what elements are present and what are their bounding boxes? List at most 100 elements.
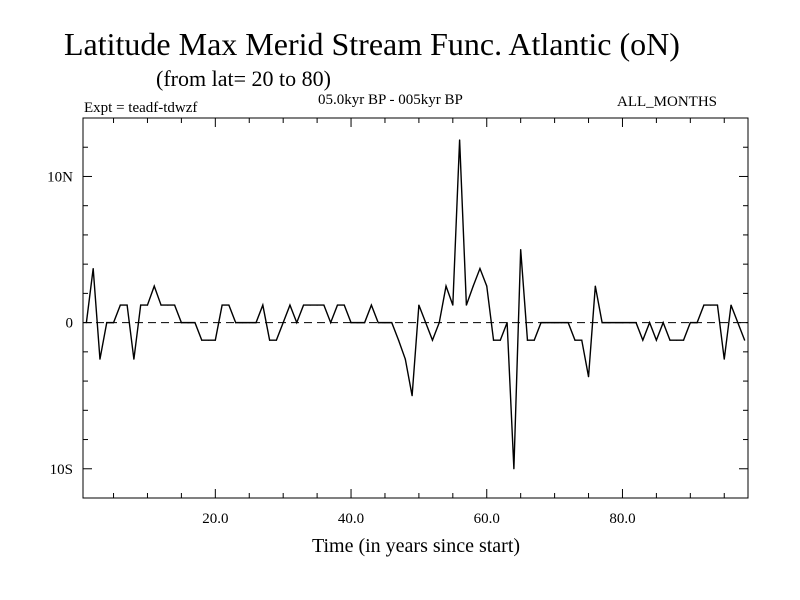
data-point [459,139,461,141]
data-point [255,322,257,324]
data-point [716,304,719,306]
experiment-label: Expt = teadf-tdwzf [84,100,198,116]
series-line [85,139,746,469]
data-point [649,322,651,324]
data-point [628,322,630,324]
data-point [343,304,345,306]
data-point [533,339,535,341]
data-point [336,304,339,306]
series-points [85,139,746,470]
data-point [730,304,732,306]
data-point [703,304,705,306]
data-point [106,322,108,324]
data-point [391,322,393,324]
data-point [472,285,474,287]
data-point [302,304,305,306]
data-point [377,322,379,324]
data-point [207,339,210,341]
y-tick-label: 10S [50,462,73,478]
data-point [160,304,162,306]
data-point [452,304,454,306]
data-point [737,322,739,324]
y-tick-label: 10N [47,169,73,185]
data-point [520,248,522,251]
data-point [710,304,712,306]
data-point [723,358,725,360]
months-label: ALL_MONTHS [617,94,717,110]
data-point [153,285,155,287]
data-point [228,304,230,306]
data-point [696,322,698,324]
x-tick-label: 60.0 [474,511,500,527]
chart-subtitle: (from lat= 20 to 80) [156,66,331,91]
data-point [540,322,542,324]
data-point [526,339,529,341]
data-point [669,339,671,341]
data-point [689,322,691,324]
data-point [146,304,149,306]
period-label: 05.0kyr BP - 005kyr BP [318,92,463,108]
x-tick-label: 80.0 [609,511,635,527]
data-point [547,322,549,324]
axis-ticks [83,117,748,499]
data-point [615,322,617,324]
data-point [350,322,352,324]
data-point [119,304,121,306]
data-point [560,322,562,324]
data-point [601,322,603,324]
data-point [269,339,271,341]
data-point [581,339,583,341]
data-point [567,322,569,324]
data-point [662,322,664,324]
data-point [506,322,508,324]
data-point [85,322,87,324]
data-point [194,322,196,324]
data-point [655,339,657,341]
chart-title: Latitude Max Merid Stream Func. Atlantic… [64,26,680,62]
data-point [99,358,101,360]
data-point [418,304,420,306]
data-point [479,267,481,270]
data-point [309,304,311,306]
tick-labels: 20.0 40.0 60.0 80.0 10S 0 10N [47,169,635,527]
data-point [608,322,610,324]
data-point [411,395,413,397]
data-point [445,285,447,287]
data-point [574,339,576,341]
data-point [126,304,128,306]
data-point [513,468,515,470]
data-point [112,322,115,324]
data-point [492,339,495,341]
data-point [214,339,216,341]
data-point [425,322,427,324]
data-point [438,322,440,324]
data-point [364,322,366,324]
data-point [92,267,94,270]
data-point [296,322,298,324]
data-point [499,339,501,341]
data-point [635,322,637,324]
data-point [397,339,400,341]
data-point [201,339,203,341]
data-point [330,322,332,324]
y-tick-label: 0 [66,316,74,332]
x-tick-label: 20.0 [202,511,228,527]
data-point [241,322,244,324]
data-point [174,304,176,306]
x-tick-label: 40.0 [338,511,364,527]
data-point [676,339,678,341]
data-point [133,358,135,360]
data-point [323,304,325,306]
data-point [167,304,169,306]
data-point [370,304,372,306]
data-point [465,304,467,306]
data-point [404,358,406,360]
data-point [140,304,142,306]
data-point [180,322,182,324]
data-point [486,285,488,287]
data-point [235,322,237,324]
data-point [289,304,291,306]
data-point [262,304,264,306]
data-point [187,322,189,324]
